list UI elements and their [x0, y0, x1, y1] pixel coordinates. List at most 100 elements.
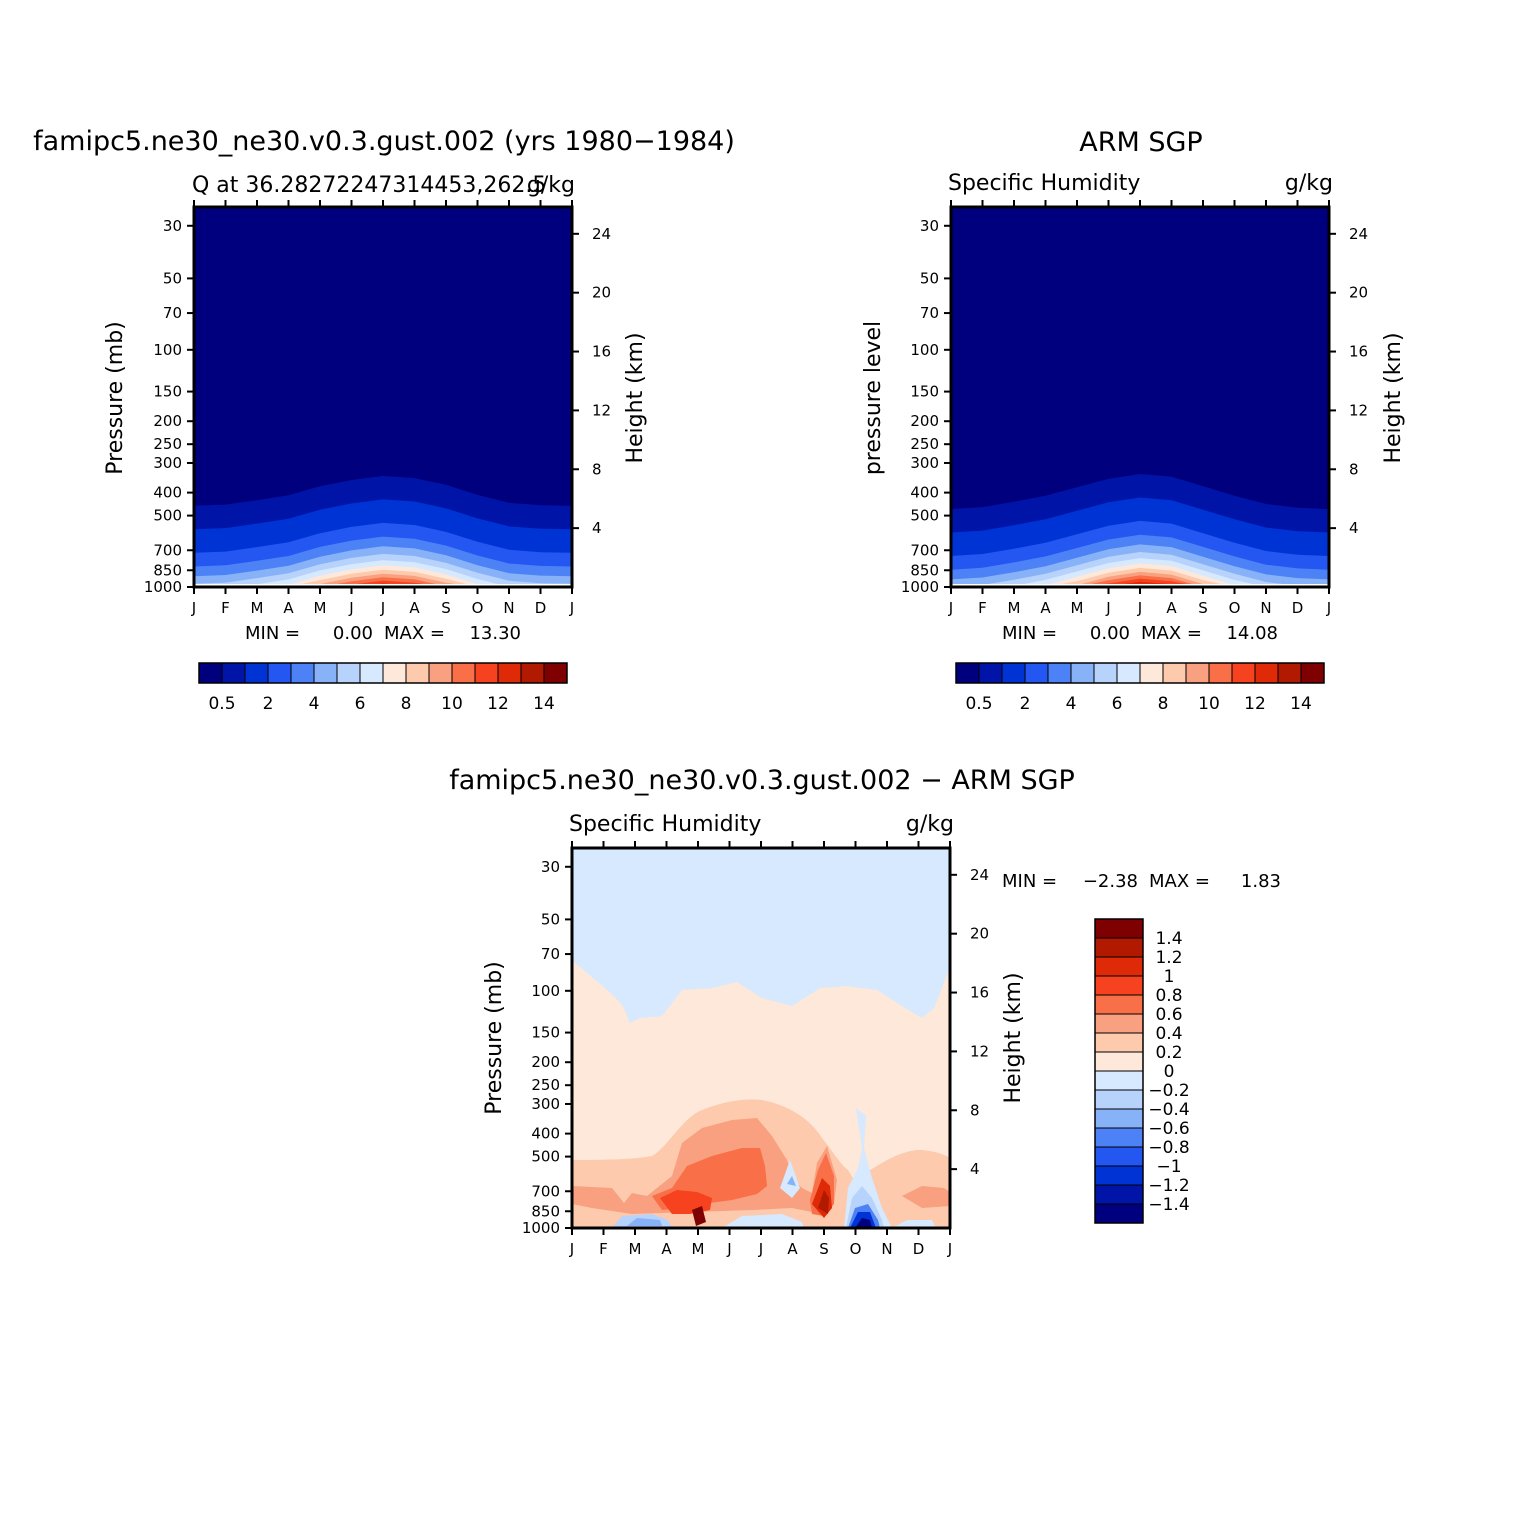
- colorbar-box: [244, 662, 269, 684]
- panel3-ylabel-right: Height (km): [1001, 972, 1026, 1103]
- panel2-ylabel: pressure level: [861, 321, 886, 475]
- y-tick-label: 50: [163, 269, 182, 287]
- y-tick-label: 1000: [144, 578, 182, 596]
- diff-region-core-4: [692, 1206, 706, 1226]
- colorbar-box: [1094, 1013, 1144, 1034]
- y-tick-label: 30: [541, 858, 560, 876]
- panel1-plot-area: [194, 207, 572, 587]
- colorbar-box: [1024, 662, 1049, 684]
- y-tick-label: 100: [531, 982, 560, 1000]
- x-tick-label: J: [1326, 599, 1331, 617]
- y-tick-label: 700: [153, 541, 182, 559]
- x-tick-label: M: [251, 599, 264, 617]
- panel3-min-value: −2.38: [1083, 871, 1138, 892]
- colorbar-box: [1208, 662, 1233, 684]
- colorbar-tick-label: 8: [1158, 694, 1169, 714]
- colorbar-tick-label: 12: [1244, 694, 1266, 714]
- diff-region-core-3: [818, 1190, 829, 1214]
- y-tick-right-label: 16: [1349, 343, 1368, 361]
- panel2-plot-area: [951, 207, 1329, 587]
- colorbar-tick-label: 14: [533, 694, 555, 714]
- y-tick-right-label: 24: [592, 225, 611, 243]
- y-tick-label: 30: [920, 217, 939, 235]
- y-tick-label: 700: [531, 1182, 560, 1200]
- colorbar-tick-label: −0.6: [1148, 1119, 1189, 1139]
- panel1-ylabel: Pressure (mb): [103, 321, 128, 475]
- colorbar-tick-label: −1.2: [1148, 1176, 1189, 1196]
- colorbar-tick-label: 0.2: [1155, 1043, 1182, 1063]
- colorbar-frame: [1094, 918, 1144, 1224]
- x-tick-label: J: [947, 1240, 952, 1258]
- colorbar-box: [1094, 1203, 1144, 1224]
- panel2-colorbar: 0.5 2 4 6 8 10 12 14: [955, 662, 1325, 714]
- colorbar-box: [221, 662, 246, 684]
- x-tick-label: F: [978, 599, 987, 617]
- panel3-colorbar: 1.41.210.80.60.40.20−0.2−0.4−0.6−0.8−1−1…: [1094, 918, 1190, 1224]
- y-tick-label: 50: [920, 269, 939, 287]
- colorbar-tick-label: 8: [401, 694, 412, 714]
- colorbar-tick-label: −1: [1156, 1157, 1181, 1177]
- x-tick-label: A: [283, 599, 294, 617]
- colorbar-tick-label: 0.5: [965, 694, 992, 714]
- x-tick-label: A: [1166, 599, 1177, 617]
- panel3-title: famipc5.ne30_ne30.v0.3.gust.002 − ARM SG…: [449, 765, 1075, 796]
- y-tick-right-label: 4: [970, 1160, 980, 1178]
- colorbar-box: [1116, 662, 1141, 684]
- y-tick-right-label: 8: [970, 1101, 980, 1119]
- colorbar-tick-label: 6: [355, 694, 366, 714]
- y-tick-right-label: 8: [592, 460, 602, 478]
- y-tick-label: 850: [910, 561, 939, 579]
- y-tick-label: 1000: [901, 578, 939, 596]
- panel1-title: famipc5.ne30_ne30.v0.3.gust.002 (yrs 198…: [33, 126, 735, 157]
- y-tick-right-label: 12: [1349, 401, 1368, 419]
- colorbar-box: [1277, 662, 1302, 684]
- x-tick-label: N: [1260, 599, 1271, 617]
- colorbar-tick-label: 0.5: [208, 694, 235, 714]
- panel3-max-value: 1.83: [1241, 871, 1281, 892]
- y-tick-label: 400: [910, 484, 939, 502]
- diff-region-pos-surface: [572, 1214, 614, 1228]
- colorbar-box: [1093, 662, 1118, 684]
- colorbar-box: [267, 662, 292, 684]
- colorbar-box: [1162, 662, 1187, 684]
- y-tick-label: 150: [910, 383, 939, 401]
- panel1-colorbar: 0.5 2 4 6 8 10 12 14: [198, 662, 568, 714]
- x-tick-label: O: [472, 599, 484, 617]
- y-tick-label: 30: [163, 217, 182, 235]
- colorbar-box: [1094, 1032, 1144, 1053]
- colorbar-box: [198, 662, 223, 684]
- y-tick-label: 70: [163, 304, 182, 322]
- x-tick-label: J: [1105, 599, 1110, 617]
- colorbar-box: [1047, 662, 1072, 684]
- colorbar-box: [978, 662, 1003, 684]
- x-tick-label: A: [1040, 599, 1051, 617]
- x-tick-label: F: [221, 599, 230, 617]
- colorbar-box: [1094, 1108, 1144, 1129]
- y-tick-label: 150: [531, 1024, 560, 1042]
- panel3-subtitle-left: Specific Humidity: [569, 812, 761, 837]
- y-tick-label: 250: [153, 435, 182, 453]
- y-tick-label: 300: [910, 454, 939, 472]
- panel3-max-label: MAX =: [1149, 871, 1210, 892]
- x-tick-label: M: [692, 1240, 705, 1258]
- colorbar-tick-label: 12: [487, 694, 509, 714]
- panel3-ylabel: Pressure (mb): [482, 961, 507, 1115]
- colorbar-box: [1300, 662, 1325, 684]
- y-tick-label: 850: [153, 561, 182, 579]
- y-tick-right-label: 24: [970, 866, 989, 884]
- y-tick-right-label: 8: [1349, 460, 1359, 478]
- colorbar-tick-label: 4: [309, 694, 320, 714]
- x-tick-label: J: [1137, 599, 1142, 617]
- colorbar-tick-label: 1.2: [1155, 948, 1182, 968]
- colorbar-box: [1094, 1051, 1144, 1072]
- y-tick-label: 300: [531, 1095, 560, 1113]
- y-tick-label: 300: [153, 454, 182, 472]
- colorbar-tick-label: −0.8: [1148, 1138, 1189, 1158]
- y-tick-right-label: 20: [1349, 284, 1368, 302]
- colorbar-tick-label: 0.8: [1155, 986, 1182, 1006]
- x-tick-label: M: [1008, 599, 1021, 617]
- panel2-subtitle-right: g/kg: [1285, 171, 1333, 196]
- y-tick-label: 500: [910, 507, 939, 525]
- colorbar-box: [1094, 1165, 1144, 1186]
